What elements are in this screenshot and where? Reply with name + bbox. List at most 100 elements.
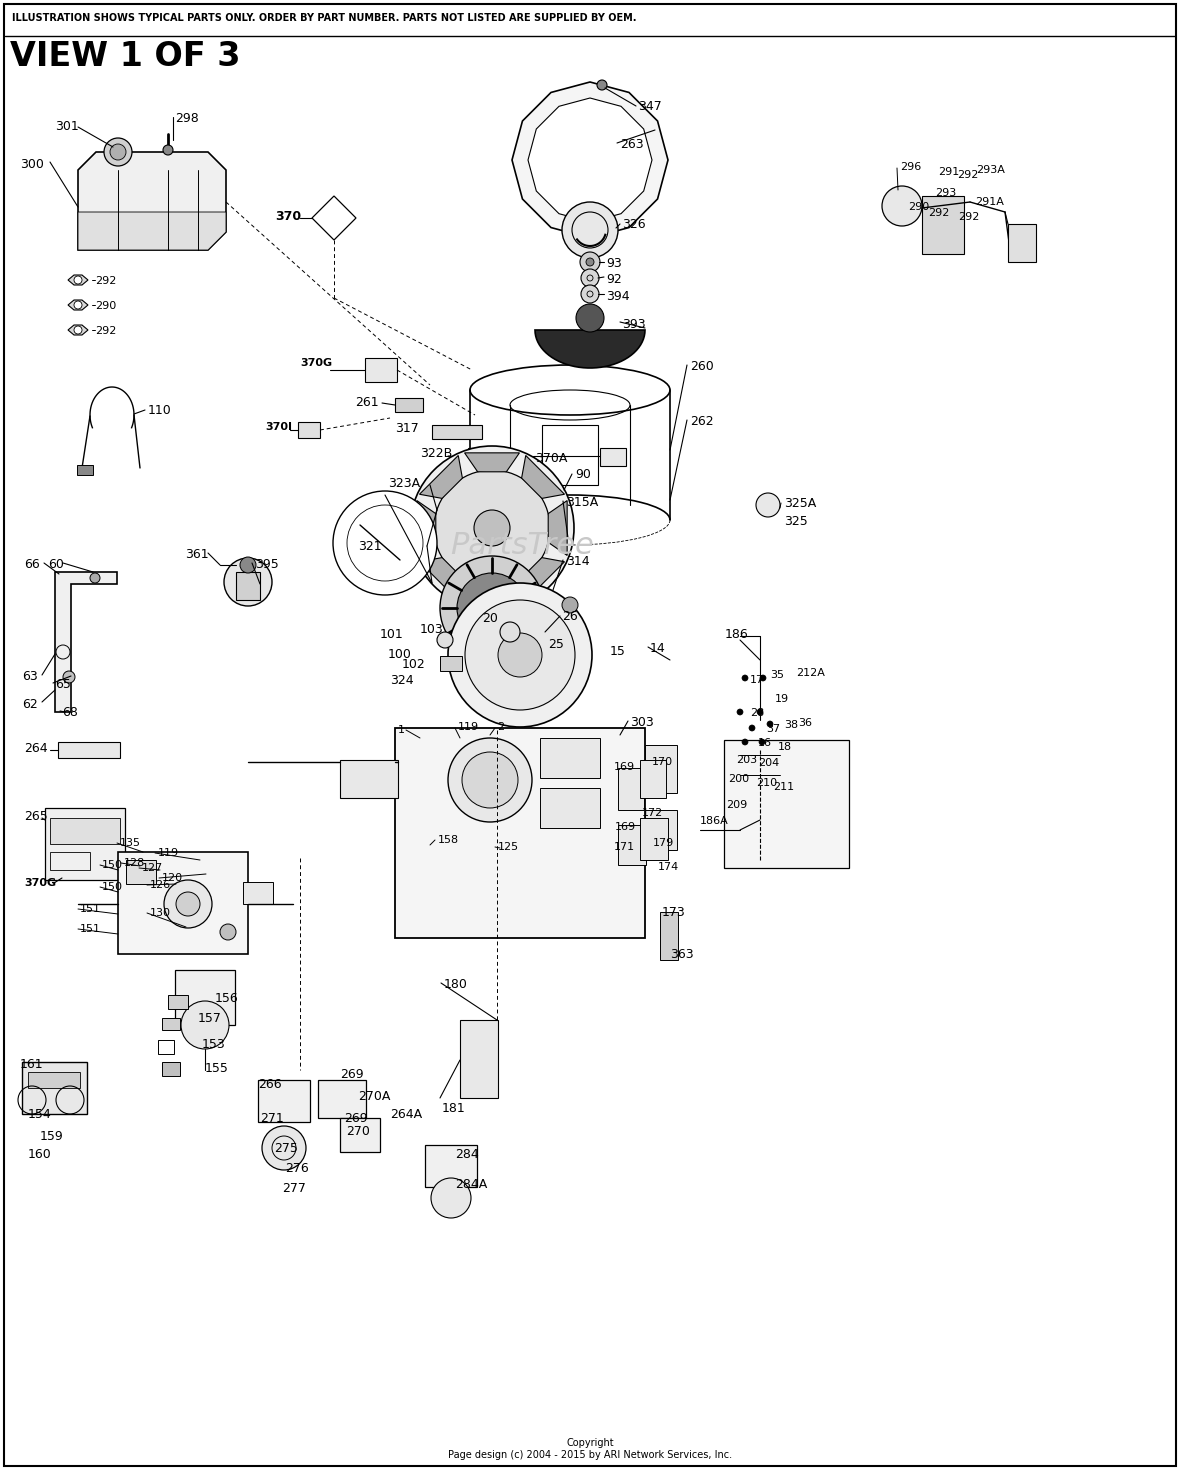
Text: 275: 275 xyxy=(274,1142,297,1155)
Text: 151: 151 xyxy=(80,904,101,914)
Text: 170: 170 xyxy=(653,757,673,767)
Bar xyxy=(126,860,156,883)
Circle shape xyxy=(474,510,510,545)
Circle shape xyxy=(581,285,599,303)
Text: 37: 37 xyxy=(766,725,780,734)
Polygon shape xyxy=(78,151,227,250)
Text: 101: 101 xyxy=(380,628,404,641)
Text: 290: 290 xyxy=(907,201,930,212)
Text: 292: 292 xyxy=(958,212,979,222)
Bar xyxy=(395,728,645,938)
Polygon shape xyxy=(465,453,519,472)
Text: 323A: 323A xyxy=(388,476,420,490)
Circle shape xyxy=(431,1177,471,1219)
Circle shape xyxy=(767,720,773,728)
Circle shape xyxy=(756,492,780,517)
Text: 325: 325 xyxy=(784,514,808,528)
Bar xyxy=(365,359,396,382)
Text: PartsTree: PartsTree xyxy=(450,531,594,560)
Text: 394: 394 xyxy=(607,290,630,303)
Text: 277: 277 xyxy=(282,1182,306,1195)
Circle shape xyxy=(881,187,922,226)
Text: 370G: 370G xyxy=(300,359,332,368)
Bar xyxy=(162,1019,181,1030)
Text: 264A: 264A xyxy=(391,1108,422,1122)
Circle shape xyxy=(219,925,236,939)
Bar xyxy=(540,788,599,828)
Text: 264: 264 xyxy=(24,742,47,756)
Text: 169: 169 xyxy=(614,761,635,772)
Bar xyxy=(1008,223,1036,262)
Polygon shape xyxy=(419,557,463,601)
Circle shape xyxy=(74,276,81,284)
Bar xyxy=(645,810,677,850)
Circle shape xyxy=(562,201,618,259)
Circle shape xyxy=(110,144,126,160)
Text: 291A: 291A xyxy=(975,197,1004,207)
Circle shape xyxy=(90,573,100,584)
Circle shape xyxy=(262,1126,306,1170)
Text: 211: 211 xyxy=(773,782,794,792)
Circle shape xyxy=(742,739,748,745)
Circle shape xyxy=(749,725,755,731)
Text: 322B: 322B xyxy=(420,447,452,460)
Polygon shape xyxy=(535,329,645,368)
Circle shape xyxy=(576,304,604,332)
Bar xyxy=(243,882,273,904)
Polygon shape xyxy=(68,275,88,285)
Text: 269: 269 xyxy=(340,1069,363,1080)
Bar xyxy=(468,448,481,472)
Polygon shape xyxy=(55,572,117,711)
Text: 209: 209 xyxy=(726,800,747,810)
Circle shape xyxy=(164,881,212,928)
Text: 36: 36 xyxy=(798,717,812,728)
Text: 157: 157 xyxy=(198,1011,222,1025)
Bar xyxy=(725,739,848,867)
Polygon shape xyxy=(78,212,227,250)
Text: 325A: 325A xyxy=(784,497,817,510)
Bar xyxy=(640,817,668,860)
Text: 292: 292 xyxy=(957,171,978,179)
Bar xyxy=(440,656,463,670)
Circle shape xyxy=(597,79,607,90)
Text: 17: 17 xyxy=(750,675,765,685)
Bar xyxy=(425,1145,477,1186)
Text: 158: 158 xyxy=(438,835,459,845)
Text: 291: 291 xyxy=(938,168,959,176)
Text: 179: 179 xyxy=(653,838,674,848)
Text: 160: 160 xyxy=(28,1148,52,1161)
Text: 300: 300 xyxy=(20,157,44,171)
Bar xyxy=(395,398,422,412)
Text: 292: 292 xyxy=(96,326,117,337)
Text: 25: 25 xyxy=(548,638,564,651)
Text: 16: 16 xyxy=(758,738,772,748)
Text: Page design (c) 2004 - 2015 by ARI Network Services, Inc.: Page design (c) 2004 - 2015 by ARI Netwo… xyxy=(448,1449,732,1460)
Bar xyxy=(50,817,120,844)
Text: 262: 262 xyxy=(690,415,714,428)
Text: 395: 395 xyxy=(255,559,278,570)
Bar xyxy=(28,1072,80,1088)
Bar xyxy=(77,465,93,475)
Circle shape xyxy=(758,709,763,714)
Text: 296: 296 xyxy=(900,162,922,172)
Circle shape xyxy=(498,634,542,678)
Polygon shape xyxy=(512,82,668,238)
Bar xyxy=(618,825,645,864)
Text: 301: 301 xyxy=(55,121,79,132)
Text: 161: 161 xyxy=(20,1058,44,1072)
Polygon shape xyxy=(417,501,435,556)
Bar xyxy=(922,196,964,254)
Text: 153: 153 xyxy=(202,1038,225,1051)
Text: Copyright: Copyright xyxy=(566,1438,614,1448)
Circle shape xyxy=(409,445,573,610)
Text: 28: 28 xyxy=(750,709,765,717)
Polygon shape xyxy=(68,325,88,335)
Circle shape xyxy=(63,670,76,684)
Circle shape xyxy=(434,470,550,587)
Text: 65: 65 xyxy=(55,678,71,691)
Bar xyxy=(258,1080,310,1122)
Circle shape xyxy=(477,592,507,623)
Polygon shape xyxy=(419,456,463,498)
Text: 90: 90 xyxy=(575,467,591,481)
Text: 298: 298 xyxy=(175,112,198,125)
